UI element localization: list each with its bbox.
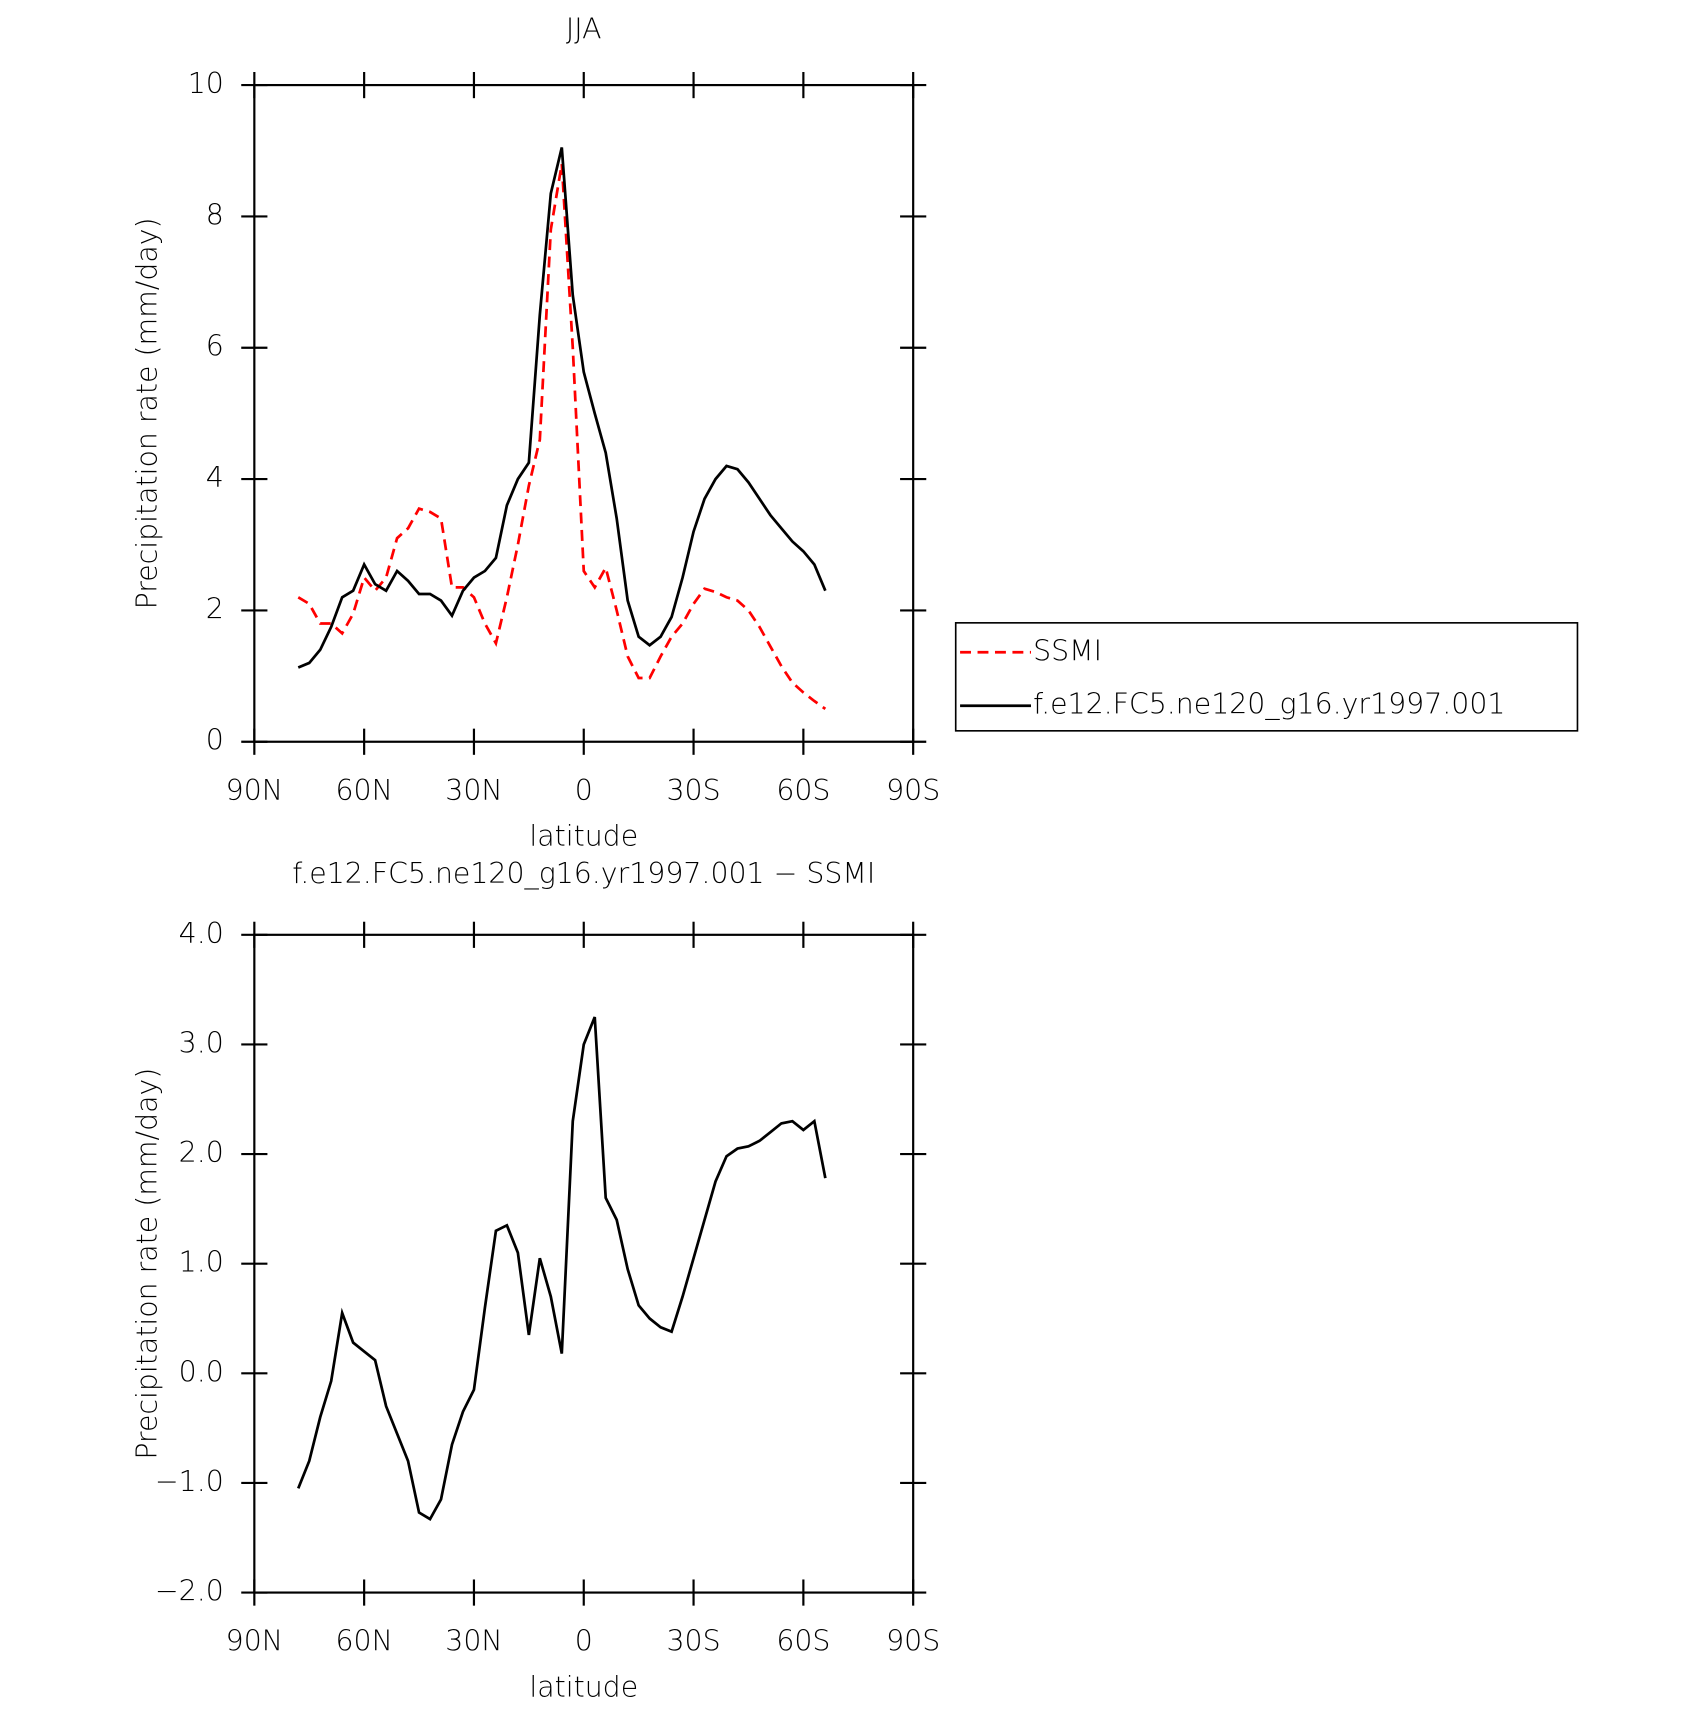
y-tick-label: 3.0 — [179, 1026, 224, 1059]
x-tick-label: 90S — [886, 1625, 940, 1658]
x-tick-label: 0 — [575, 774, 593, 807]
y-tick-label: 1.0 — [179, 1246, 224, 1279]
chart-title: JJA — [566, 13, 602, 46]
x-tick-label: 60N — [335, 774, 392, 807]
x-tick-label: 60S — [776, 774, 830, 807]
legend-label: SSMI — [1033, 634, 1102, 667]
y-tick-label: −1.0 — [155, 1465, 224, 1498]
plot-frame — [253, 933, 915, 1594]
x-tick-label: 30S — [667, 1625, 721, 1658]
y-tick-label: 10 — [188, 67, 224, 100]
x-axis-label: latitude — [529, 1671, 638, 1704]
data-line — [296, 1016, 827, 1521]
plot-frame — [253, 83, 915, 743]
x-tick-label: 30N — [445, 774, 502, 807]
x-tick-label: 90N — [226, 1625, 283, 1658]
data-line — [297, 147, 827, 669]
legend-label: f.e12.FC5.ne120_g16.yr1997.001 — [1033, 688, 1505, 722]
y-axis-label: Precipitation rate (mm/day) — [131, 217, 164, 609]
y-tick-label: 2 — [206, 592, 224, 625]
legend-box — [954, 622, 1579, 732]
x-tick-label: 0 — [575, 1625, 593, 1658]
y-axis-label: Precipitation rate (mm/day) — [131, 1068, 164, 1460]
y-tick-label: 8 — [206, 198, 224, 231]
y-tick-label: 0.0 — [179, 1355, 224, 1388]
y-tick-label: −2.0 — [155, 1575, 224, 1608]
x-tick-label: 30S — [667, 774, 721, 807]
y-tick-label: 6 — [206, 330, 224, 363]
x-tick-label: 30N — [445, 1625, 502, 1658]
data-line — [297, 163, 827, 711]
x-tick-label: 60N — [335, 1625, 392, 1658]
y-tick-label: 2.0 — [179, 1136, 224, 1169]
chart-title: f.e12.FC5.ne120_g16.yr1997.001 − SSMI — [292, 857, 875, 891]
y-tick-label: 0 — [206, 724, 224, 757]
x-tick-label: 90N — [226, 774, 283, 807]
x-tick-label: 60S — [776, 1625, 830, 1658]
x-tick-label: 90S — [886, 774, 940, 807]
x-axis-label: latitude — [529, 820, 638, 853]
y-tick-label: 4 — [206, 461, 224, 494]
y-tick-label: 4.0 — [179, 917, 224, 950]
